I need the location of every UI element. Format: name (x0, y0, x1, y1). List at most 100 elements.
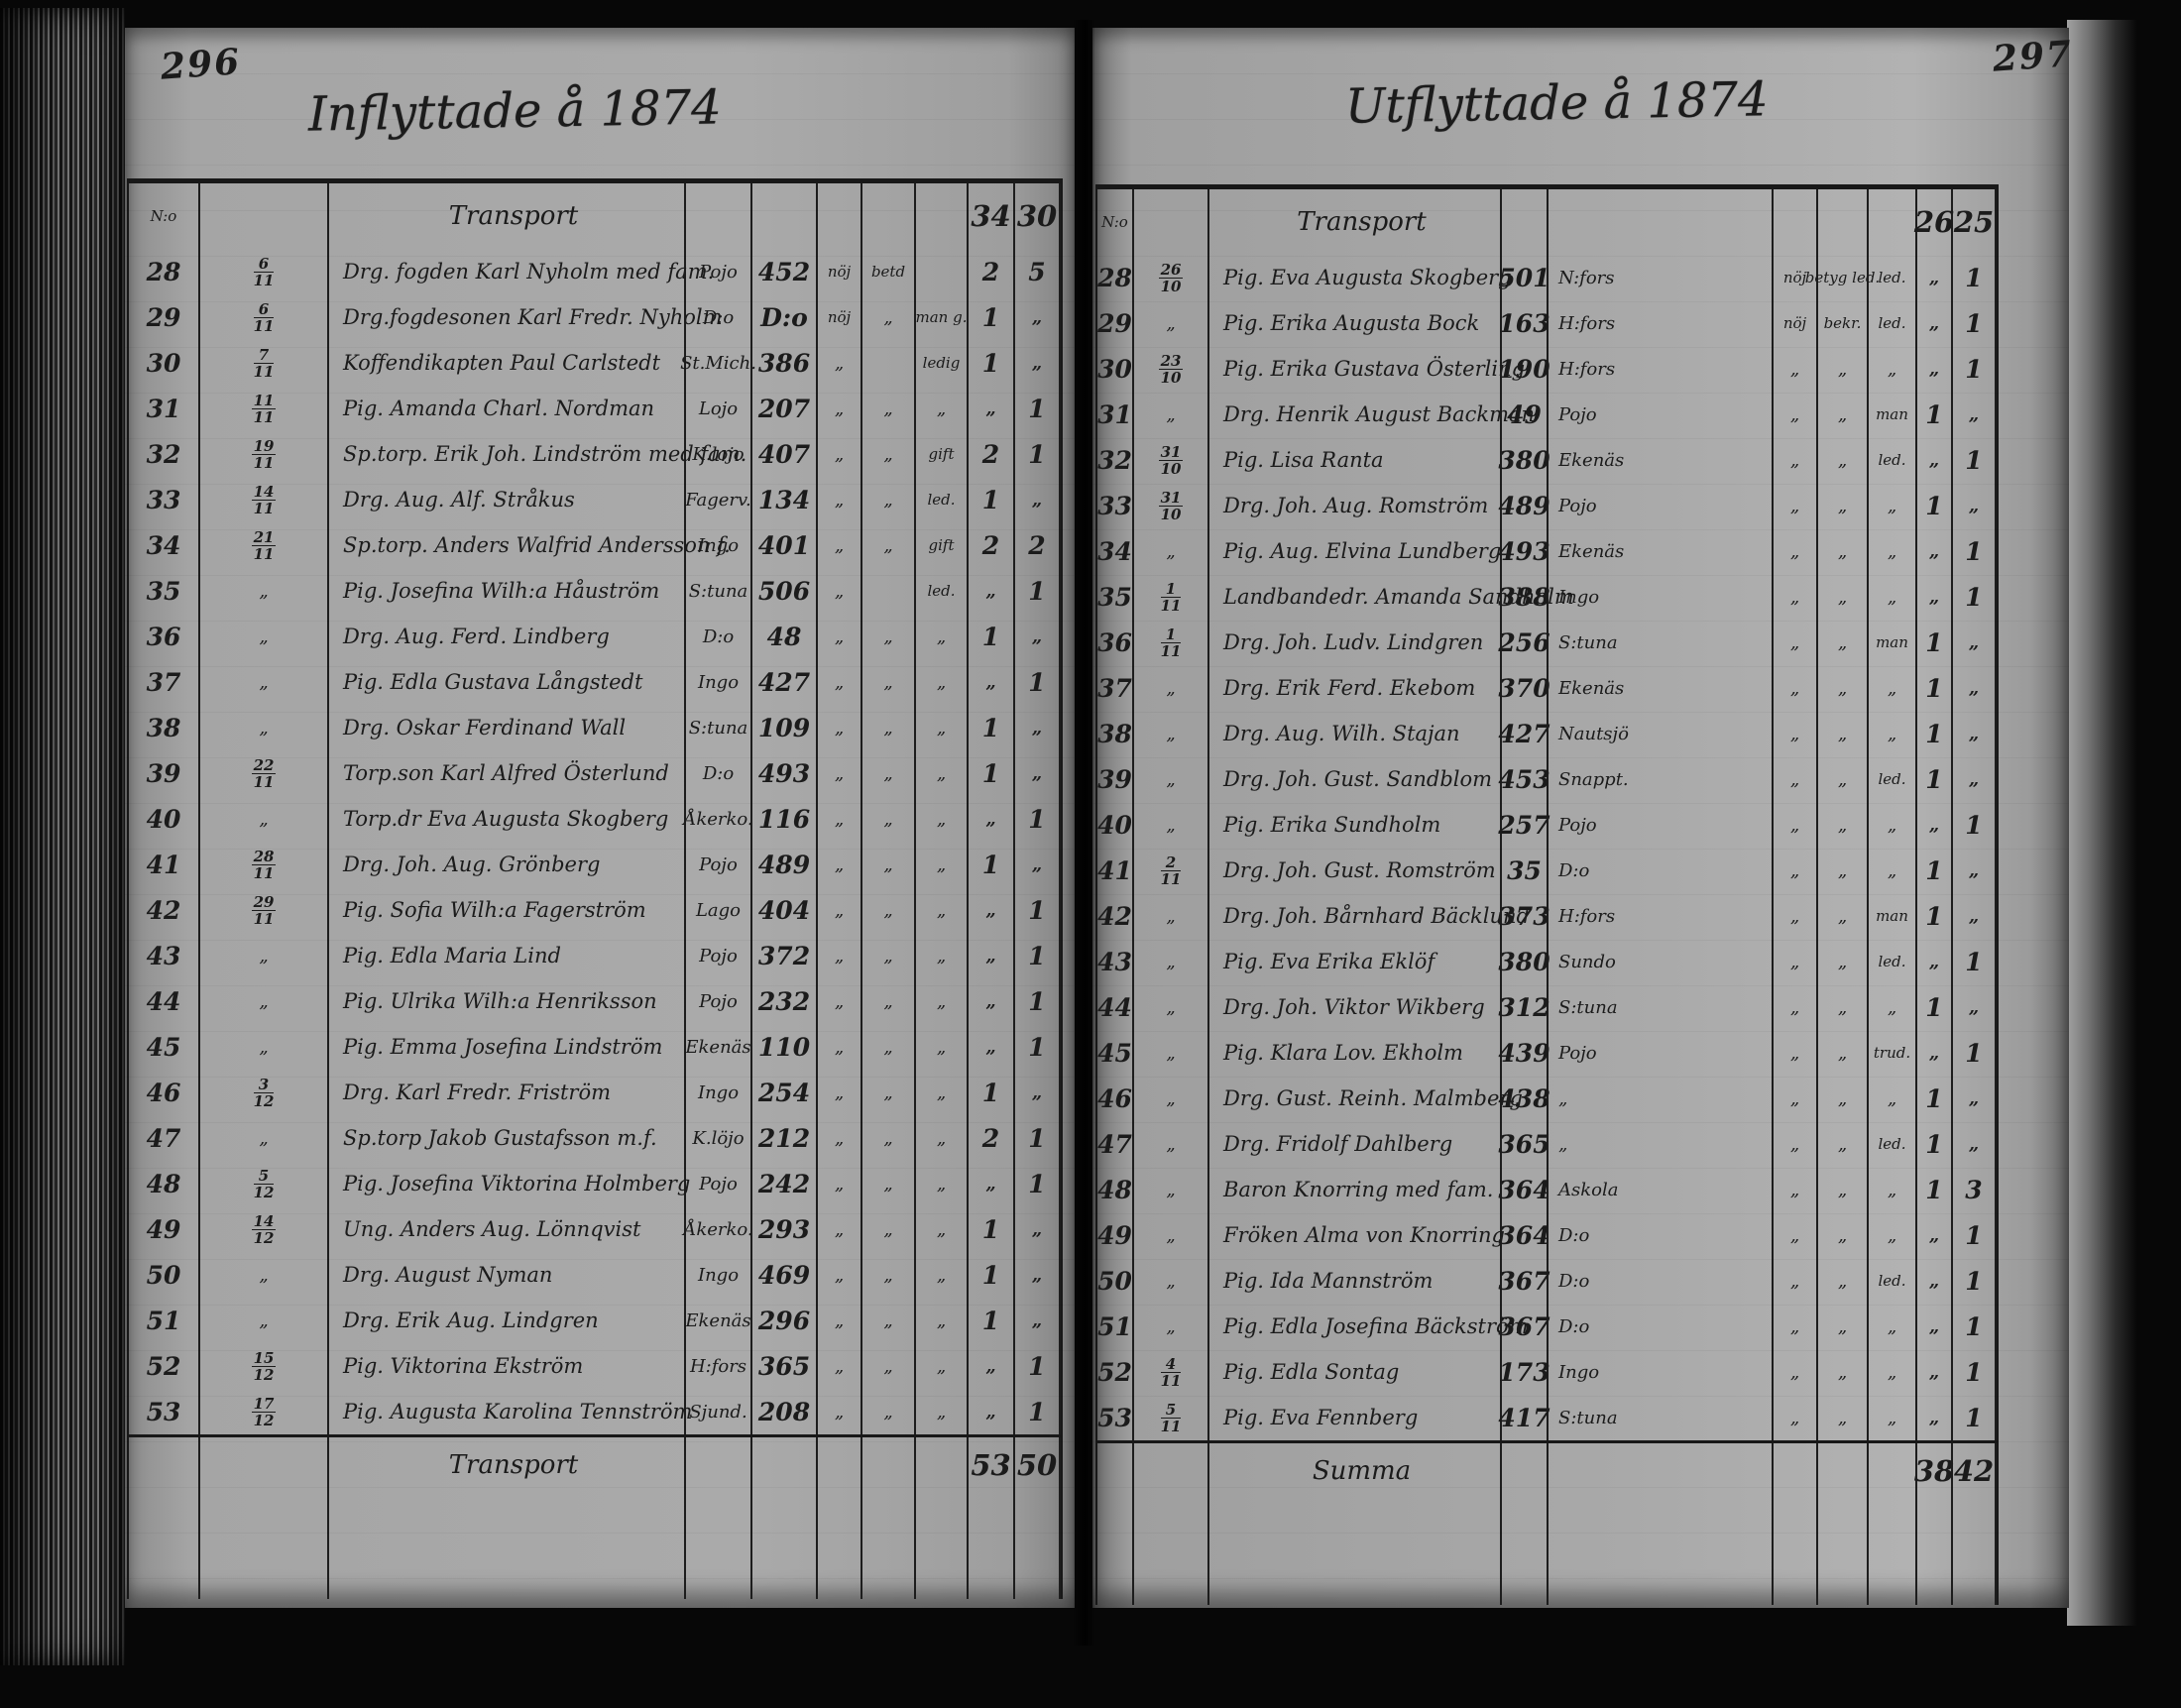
name-cell: Pig. Aug. Elvina Lundberg (1209, 528, 1502, 574)
page-ref-cell: 254 (752, 1070, 818, 1115)
row-number-cell: 34 (129, 522, 200, 568)
note-cell: „ (1774, 1030, 1818, 1076)
register-row: 47 „ Sp.torp Jakob Gustafsson m.f. K.löjo 21… (129, 1115, 1061, 1161)
parish-cell (686, 1492, 752, 1599)
date-cell: 23 10 (1134, 346, 1209, 392)
note-cell: „ (862, 477, 916, 522)
page-ref-cell (752, 183, 818, 249)
name-cell: Drg. Gust. Reinh. Malmberg (1209, 1076, 1523, 1121)
row-number-cell: 35 (129, 568, 200, 614)
civil-status-cell: „ (1869, 711, 1917, 756)
female-count-cell: „ (1015, 1298, 1061, 1343)
note-cell: „ (1818, 1304, 1869, 1349)
note-cell (862, 1437, 916, 1492)
female-count-cell: 1 (1015, 1115, 1061, 1161)
note-cell: „ (818, 1252, 862, 1298)
name-cell: Pig. Erika Gustava Österling (1209, 346, 1525, 392)
date-cell: „ (1134, 1076, 1209, 1121)
name-cell: Drg. Aug. Alf. Stråkus (329, 477, 686, 522)
female-count-cell: „ (1015, 1206, 1061, 1252)
female-count-cell: „ (1015, 1070, 1061, 1115)
civil-status-cell: „ (1869, 984, 1917, 1030)
page-ref-cell: 35 (1502, 848, 1549, 893)
note-cell (1818, 189, 1869, 255)
civil-status-cell: „ (916, 614, 969, 659)
note-cell: „ (862, 1298, 916, 1343)
male-count-cell: 1 (969, 294, 1015, 340)
parish-cell: K.lojo (686, 431, 752, 477)
note-cell: „ (862, 294, 916, 340)
note-cell (818, 1437, 862, 1492)
left-register-table: N:o Transport 34 30 28 6 11 Drg. fogden Karl Ny… (127, 178, 1063, 1599)
female-count-cell: 1 (1015, 796, 1061, 842)
civil-status-cell: man (1869, 620, 1917, 665)
civil-status-cell: „ (916, 659, 969, 705)
female-count-cell: „ (1015, 294, 1061, 340)
male-count-cell: 1 (969, 340, 1015, 386)
date-cell: „ (200, 933, 329, 978)
date-fraction: 22 11 (251, 755, 277, 791)
row-number-cell: 36 (1097, 620, 1134, 665)
note-cell: „ (1774, 483, 1818, 528)
page-ref-cell: 190 (1498, 346, 1550, 392)
page-ref-cell (752, 1437, 818, 1492)
date-cell: 7 11 (200, 340, 329, 386)
civil-status-cell (1869, 189, 1917, 255)
date-cell: 19 11 (200, 431, 329, 477)
note-cell: „ (1774, 984, 1818, 1030)
civil-status-cell: led. (1869, 939, 1917, 984)
page-ref-cell (1502, 189, 1549, 255)
name-cell: Koffendikapten Paul Carlstedt (329, 340, 686, 386)
name-cell: Drg. Joh. Bårnhard Bäcklund (1209, 893, 1530, 939)
name-cell: Drg. Aug. Ferd. Lindberg (329, 614, 686, 659)
parish-cell: Snappt. (1549, 756, 1774, 802)
date-fraction: 31 10 (1158, 442, 1184, 478)
page-ref-cell: 370 (1498, 665, 1550, 711)
row-number-cell: 40 (129, 796, 200, 842)
totals-row: Summa 38 42 (1097, 1440, 1997, 1498)
page-ref-cell: 427 (1498, 711, 1550, 756)
parish-cell: Sundo (1549, 939, 1774, 984)
female-count-cell: 1 (1015, 659, 1061, 705)
civil-status-cell: „ (916, 887, 969, 933)
register-row: 34 21 11 Sp.torp. Anders Walfrid Andersson … (129, 522, 1061, 568)
row-number-cell: 38 (129, 705, 200, 750)
register-row: 50 „ Pig. Ida Mannström 367 D:o „ „ led. „ 1 (1097, 1258, 1997, 1304)
date-cell: 15 12 (200, 1343, 329, 1389)
note-cell: „ (818, 1024, 862, 1070)
row-number-cell: 50 (1097, 1258, 1134, 1304)
parish-cell: Åkerko. (683, 1206, 753, 1252)
name-cell: Drg. Joh. Gust. Romström (1209, 848, 1502, 893)
note-cell: „ (818, 568, 862, 614)
page-ref-cell: 404 (752, 887, 818, 933)
female-count-cell: „ (1953, 1076, 1997, 1121)
civil-status-cell (1869, 1498, 1917, 1605)
name-cell: Baron Knorring med fam. (1209, 1167, 1502, 1212)
male-count-cell: „ (969, 978, 1015, 1024)
parish-cell: Lago (686, 887, 752, 933)
date-fraction: 5 12 (253, 1166, 275, 1201)
row-number-cell: 42 (1097, 893, 1134, 939)
note-cell: „ (1774, 1395, 1818, 1440)
note-cell: „ (862, 1161, 916, 1206)
row-number-cell: 36 (129, 614, 200, 659)
civil-status-cell: „ (1869, 665, 1917, 711)
note-cell: „ (1818, 665, 1869, 711)
female-count-cell: 1 (1953, 528, 1997, 574)
row-number-cell: 30 (129, 340, 200, 386)
parish-cell: Ingo (1549, 574, 1774, 620)
civil-status-cell: led. (916, 477, 969, 522)
date-cell: „ (1134, 528, 1209, 574)
row-number-cell: 39 (129, 750, 200, 796)
date-cell: „ (200, 1024, 329, 1070)
note-cell: „ (1774, 620, 1818, 665)
page-ref-cell: 232 (752, 978, 818, 1024)
civil-status-cell: led. (1869, 756, 1917, 802)
male-count-cell: 1 (1917, 665, 1953, 711)
note-cell (1774, 189, 1818, 255)
page-ref-cell: D:o (752, 294, 818, 340)
date-fraction: 29 11 (251, 892, 277, 928)
civil-status-cell: man g. (916, 294, 969, 340)
date-cell: „ (200, 1252, 329, 1298)
note-cell (818, 183, 862, 249)
